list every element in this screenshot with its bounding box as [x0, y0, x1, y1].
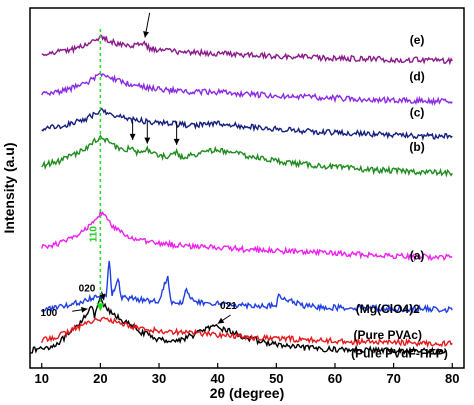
annotation-arrowhead: [81, 306, 88, 313]
series-line: [41, 316, 453, 349]
x-tick-label: 10: [34, 371, 48, 386]
x-axis-title: 2θ (degree): [210, 385, 284, 401]
series-line: [41, 72, 453, 106]
series-line: [41, 134, 453, 178]
series-label: (c): [410, 105, 425, 119]
x-tick-label: 70: [386, 371, 400, 386]
annotation-arrowhead: [99, 293, 106, 301]
peak-110-label: 110: [88, 226, 99, 243]
series-label: (e): [410, 33, 425, 47]
series-label: (Pure PVAc): [354, 328, 422, 342]
plot-frame: [29, 7, 465, 369]
x-axis-ticks: 10 20 30 40 50 60 70 80: [34, 363, 460, 386]
x-tick-label: 40: [210, 371, 224, 386]
peak-020-label: 020: [79, 284, 96, 295]
annotation-layer: 020 100 021: [41, 12, 237, 325]
x-tick-label: 50: [269, 371, 283, 386]
series-line: [41, 208, 453, 262]
x-tick-label: 30: [152, 371, 166, 386]
peak-021-label: 021: [220, 301, 237, 312]
series-label: (a): [410, 249, 425, 263]
y-axis-title: Intensity (a.u): [1, 142, 17, 233]
series-line: [41, 107, 453, 142]
annotation-arrowhead: [129, 133, 136, 140]
series-line: [41, 34, 453, 66]
peak-110-guide-arrowhead: [96, 303, 105, 312]
series-label: (d): [409, 70, 424, 84]
x-tick-label: 60: [328, 371, 342, 386]
annotation-arrowhead: [217, 317, 225, 324]
annotation-arrowhead: [143, 31, 150, 38]
series-labels: (Pure PVdF-HFP) (Pure PVAc) (Mg(ClO4)2 (a) (…: [351, 33, 448, 361]
series-line: [41, 260, 453, 314]
peak-100-label: 100: [41, 308, 58, 319]
annotation-arrowhead: [144, 137, 151, 144]
series-label: (Pure PVdF-HFP): [351, 347, 448, 361]
x-tick-label: 80: [445, 371, 459, 386]
series-label: (Mg(ClO4)2: [356, 302, 420, 316]
x-tick-label: 20: [93, 371, 107, 386]
annotation-arrowhead: [173, 138, 180, 145]
series-label: (b): [409, 140, 424, 154]
series-layer: [30, 34, 453, 356]
